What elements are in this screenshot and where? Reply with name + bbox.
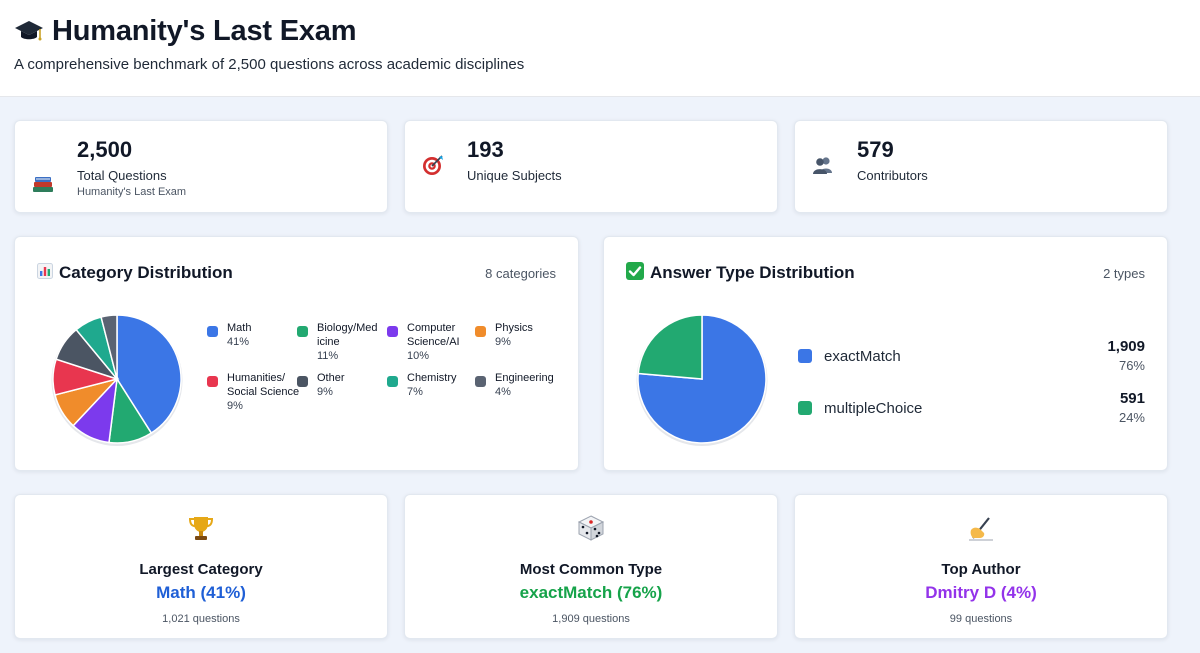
answer-pie-slice-multiplechoice [637,314,703,380]
answer-type-name: multipleChoice [824,399,923,417]
category-pie-chart [51,314,183,446]
stat-card-unique-subjects: 193 Unique Subjects [404,120,778,213]
legend-swatch [475,326,486,337]
legend-item: Engineering 4% [475,371,569,399]
legend-item: Math 41% [207,321,301,349]
graduation-cap-icon [14,16,44,46]
bar-chart-icon [37,262,53,284]
legend-item: Other 9% [297,371,391,399]
panel-title-text: Answer Type Distribution [650,263,855,282]
legend-percent: 41% [227,336,250,348]
legend-percent: 9% [227,400,243,412]
stat-value: 2,500 [77,137,133,162]
answer-type-count: 591 [1119,390,1145,407]
panel-title: Category Distribution [37,262,233,284]
type-count: 2 types [1103,265,1145,281]
answer-type-percent: 76% [1118,358,1145,373]
books-icon [29,169,57,197]
highlight-label: Most Common Type [519,561,663,578]
panel-title: Answer Type Distribution [626,261,855,285]
stat-card-total-questions: 2,500 Total Questions Humanity's Last Ex… [14,120,388,213]
answer-type-percent: 24% [1118,410,1145,425]
legend-swatch [207,326,218,337]
answer-type-row-exactmatch: exactMatch 1,909 76% [798,337,1145,375]
answer-type-panel: Answer Type Distribution 2 types exactMa… [603,236,1168,471]
legend-item: Humanities/ Social Science 9% [207,371,301,413]
answer-pie-slice-exactmatch [637,314,767,444]
dice-icon [576,513,606,543]
stat-subtext: Humanity's Last Exam [77,186,187,198]
highlight-value: Math (41%) [156,583,246,602]
legend-item: Physics 9% [475,321,569,349]
category-pie-slice-engineering [100,314,118,380]
legend-item: Biology/Med icine 11% [297,321,391,363]
legend-label: Biology/Med icine [317,322,378,348]
legend-percent: 7% [407,386,423,398]
highlight-card-top-author: Top Author Dmitry D (4%) 99 questions [794,494,1168,639]
legend-percent: 11% [317,350,339,362]
legend-item: Chemistry 7% [387,371,481,399]
highlight-card-most-common-type: Most Common Type exactMatch (76%) 1,909 … [404,494,778,639]
highlight-label: Top Author [941,561,1021,578]
stat-label: Contributors [857,168,928,183]
category-distribution-panel: Category Distribution 8 categories Math 4… [14,236,579,471]
legend-swatch [297,376,308,387]
legend-swatch [475,376,486,387]
legend-label: Chemistry [407,372,457,384]
legend-percent: 9% [317,386,333,398]
legend-label: Engineering [495,372,554,384]
target-icon [419,151,447,179]
page-title: Humanity's Last Exam [52,14,357,47]
stat-value: 193 [467,137,504,162]
highlight-value: exactMatch (76%) [519,583,663,602]
legend-label: Humanities/ Social Science [227,372,300,398]
legend-label: Math [227,322,252,334]
legend-label: Physics [495,322,533,334]
legend-percent: 4% [495,386,511,398]
stat-card-contributors: 579 Contributors [794,120,1168,213]
highlight-label: Largest Category [139,561,263,578]
highlight-value: Dmitry D (4%) [925,583,1037,602]
stat-label: Unique Subjects [467,168,562,183]
legend-swatch [297,326,308,337]
legend-swatch [798,349,812,363]
legend-swatch [207,376,218,387]
page-header: Humanity's Last Exam A comprehensive ben… [0,0,1200,97]
writing-hand-icon [966,513,996,543]
legend-label: Other [317,372,345,384]
stat-label: Total Questions [77,168,167,183]
answer-type-count: 1,909 [1107,338,1145,355]
legend-percent: 10% [407,350,430,362]
legend-swatch [387,326,398,337]
highlight-subtext: 1,021 questions [162,613,240,625]
answer-type-pie-chart [636,314,768,446]
people-icon [809,151,837,179]
answer-type-row-multiplechoice: multipleChoice 591 24% [798,389,1145,427]
stat-value: 579 [857,137,894,162]
legend-swatch [798,401,812,415]
highlight-subtext: 99 questions [949,613,1013,625]
check-box-icon [626,261,644,285]
legend-label: Computer Science/AI [407,322,460,348]
legend-percent: 9% [495,336,511,348]
page-subtitle: A comprehensive benchmark of 2,500 quest… [14,56,525,73]
panel-title-text: Category Distribution [59,263,233,282]
trophy-icon [186,513,216,543]
legend-swatch [387,376,398,387]
highlight-card-largest-category: Largest Category Math (41%) 1,021 questi… [14,494,388,639]
category-count: 8 categories [485,265,556,281]
highlight-subtext: 1,909 questions [552,613,630,625]
answer-type-name: exactMatch [824,347,901,365]
legend-item: Computer Science/AI 10% [387,321,481,363]
